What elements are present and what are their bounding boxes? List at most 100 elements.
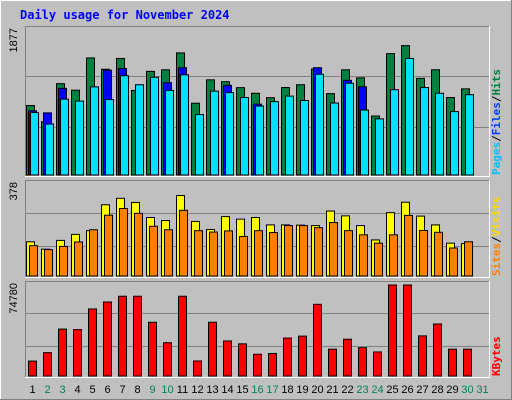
x-tick-label-9: 9 [149,384,155,396]
bar-pages-26 [405,57,414,176]
x-tick-label-4: 4 [74,384,80,396]
x-tick-label-10: 10 [161,384,173,396]
bar-pages-17 [270,101,279,176]
x-tick-label-1: 1 [29,384,35,396]
chart-panel-1: 1877 Pages/Files/Hits [8,26,503,177]
x-tick-label-30: 30 [461,384,473,396]
bar-sites-19 [299,225,308,277]
bar-pages-28 [435,92,444,176]
bar-kbytes-12 [193,360,202,377]
bar-sites-18 [284,225,293,277]
x-tick-label-11: 11 [177,384,188,396]
x-tick-label-14: 14 [221,384,233,396]
bar-sites-28 [434,231,443,277]
x-tick-label-29: 29 [446,384,458,396]
bar-kbytes-23 [358,347,367,377]
x-tick-label-7: 7 [119,384,125,396]
bar-kbytes-29 [448,348,457,377]
bar-pages-15 [240,97,249,176]
bar-sites-27 [419,229,428,277]
bar-pages-2 [45,123,54,176]
bar-kbytes-9 [148,321,157,377]
bar-sites-22 [344,230,353,277]
bar-sites-3 [59,245,68,277]
x-axis-labels: 1 2 3 4 5 6 7 8 9 10 11 12 13 14 15 16 17 18 19 20 21 22 23 24 2… [29,384,488,396]
bar-pages-3 [60,98,69,176]
bar-kbytes-15 [238,343,247,377]
bar-pages-10 [165,89,174,176]
x-tick-label-31: 31 [476,384,488,396]
bar-pages-22 [345,82,354,176]
bar-kbytes-25 [388,284,397,377]
bar-sites-12 [194,230,203,277]
bar-pages-19 [300,100,309,176]
x-tick-label-2: 2 [44,384,50,396]
bar-sites-11 [179,209,188,277]
bar-pages-5 [90,86,99,176]
legend-visits: Visits [490,197,503,237]
x-tick-label-25: 25 [386,384,398,396]
bar-kbytes-14 [223,340,232,377]
bar-kbytes-3 [58,328,67,377]
bar-pages-9 [150,76,159,176]
x-tick-label-16: 16 [251,384,263,396]
x-tick-label-24: 24 [371,384,383,396]
bar-pages-29 [450,111,459,176]
x-tick-label-22: 22 [341,384,353,396]
x-tick-label-6: 6 [104,384,110,396]
bar-pages-6 [105,98,114,176]
bar-kbytes-27 [418,335,427,377]
bar-sites-2 [44,249,53,277]
x-tick-label-28: 28 [431,384,443,396]
bar-sites-25 [389,234,398,277]
bar-pages-8 [135,84,144,176]
bar-kbytes-7 [118,295,127,377]
bar-kbytes-2 [43,352,52,377]
bar-pages-14 [225,92,234,176]
bar-sites-24 [374,242,383,277]
bar-kbytes-16 [253,353,262,377]
x-tick-label-18: 18 [281,384,293,396]
bar-pages-27 [420,87,429,176]
bar-kbytes-26 [403,284,412,377]
bar-sites-23 [359,234,368,277]
legend-pages: Pages [490,142,503,175]
bar-sites-7 [119,207,128,277]
bar-pages-20 [315,73,324,176]
bar-sites-29 [449,247,458,277]
x-tick-label-17: 17 [266,384,278,396]
x-tick-label-26: 26 [401,384,413,396]
legend-hits: Hits [490,69,503,96]
series-legend-1: Pages/Files/Hits [490,69,503,175]
bar-pages-21 [330,102,339,176]
y-axis-max-label: 378 [8,182,20,200]
x-tick-label-20: 20 [311,384,323,396]
x-tick-label-8: 8 [134,384,140,396]
bar-pages-18 [285,95,294,176]
legend-separator: / [490,236,503,243]
x-tick-label-12: 12 [191,384,203,396]
bar-kbytes-22 [343,338,352,377]
bar-pages-30 [465,94,474,176]
bar-pages-23 [360,109,369,176]
bar-sites-13 [209,231,218,277]
bar-pages-1 [30,111,39,176]
x-tick-label-3: 3 [59,384,65,396]
bar-sites-4 [74,241,83,277]
bar-pages-12 [195,114,204,176]
bar-sites-9 [149,225,158,277]
bar-kbytes-11 [178,295,187,377]
bar-kbytes-30 [463,348,472,377]
bar-kbytes-5 [88,308,97,377]
legend-files: Files [490,102,503,135]
bar-sites-1 [29,245,38,277]
bar-pages-7 [120,75,129,176]
bar-kbytes-10 [163,342,172,377]
bar-kbytes-18 [283,337,292,377]
bar-kbytes-17 [268,352,277,377]
y-axis-max-label: 1877 [8,28,20,52]
bar-pages-11 [180,74,189,176]
legend-kbytes: KBytes [490,336,503,376]
